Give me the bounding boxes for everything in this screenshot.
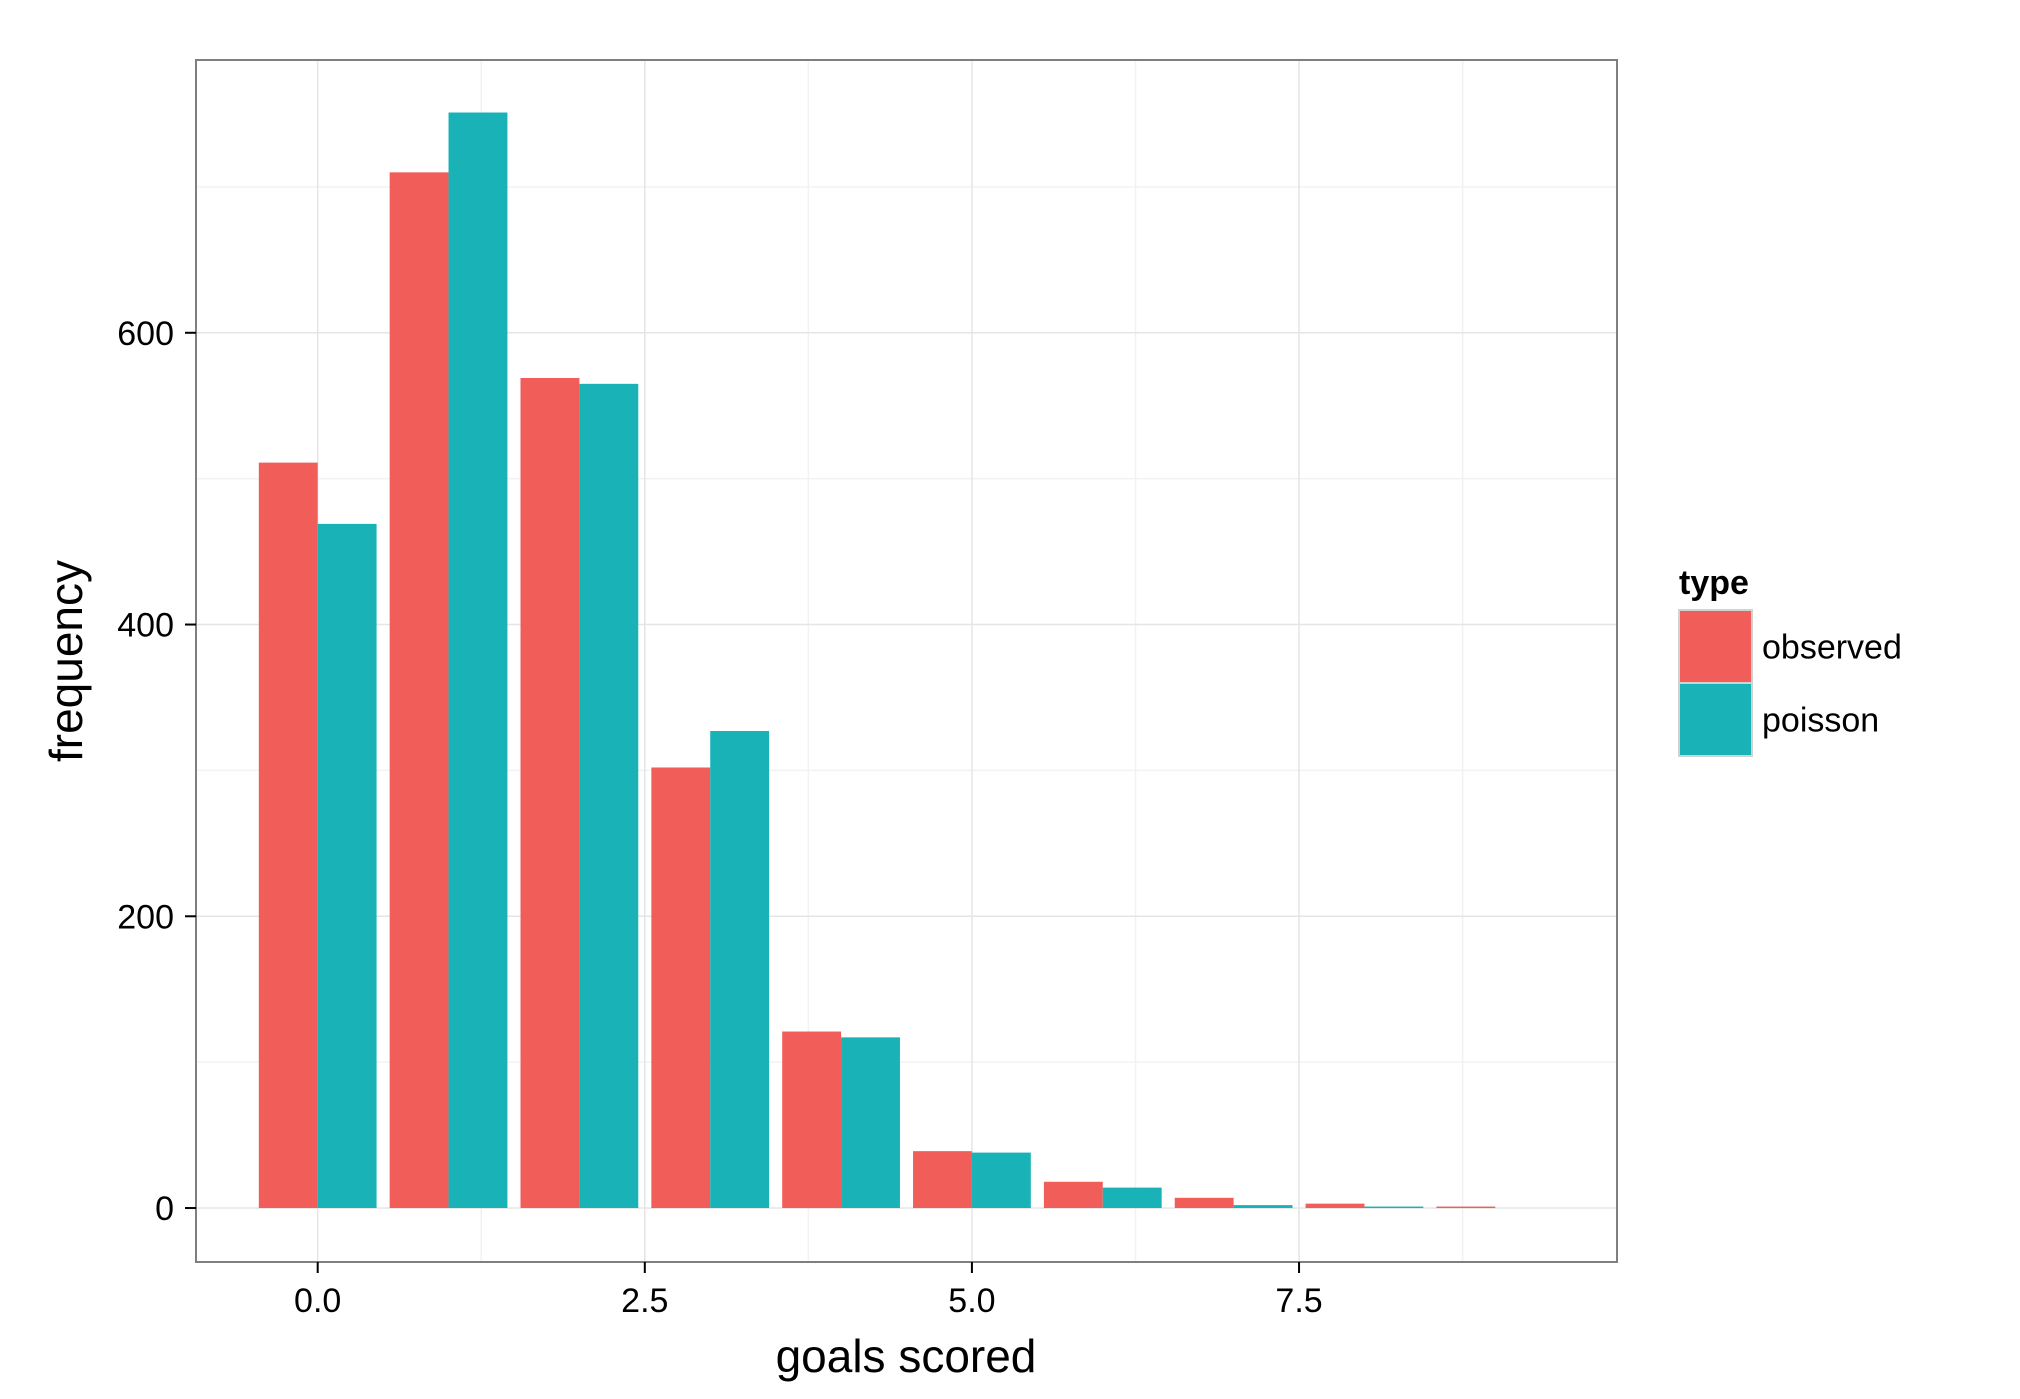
y-axis-title: frequency (40, 560, 92, 762)
bar-poisson-1 (448, 112, 508, 1209)
bars (258, 112, 1496, 1209)
legend-key-poisson (1678, 682, 1753, 757)
x-tick-label: 5.0 (948, 1282, 995, 1320)
bar-observed-4 (782, 1031, 842, 1209)
y-tick-label: 200 (117, 898, 174, 936)
bar-poisson-5 (971, 1152, 1031, 1209)
x-axis-title: goals scored (776, 1330, 1037, 1382)
bar-observed-6 (1043, 1181, 1103, 1209)
bar-poisson-4 (841, 1037, 900, 1209)
bar-observed-2 (520, 378, 580, 1209)
x-tick-label: 7.5 (1275, 1282, 1322, 1320)
bar-poisson-6 (1102, 1187, 1162, 1209)
legend-label-poisson: poisson (1762, 702, 1879, 740)
y-tick-label: 0 (155, 1190, 174, 1228)
plot-border (195, 59, 1618, 1263)
bar-poisson-2 (579, 383, 639, 1209)
bar-observed-8 (1305, 1203, 1365, 1209)
legend-title: type (1679, 564, 1749, 602)
bar-observed-0 (258, 462, 318, 1209)
x-axis: 0.0 2.5 5.0 7.5 (294, 1262, 1323, 1320)
bar-observed-9 (1436, 1206, 1496, 1209)
bar-poisson-3 (710, 731, 770, 1209)
bar-poisson-8 (1364, 1206, 1424, 1209)
legend-label-observed: observed (1762, 629, 1902, 667)
bar-poisson-0 (317, 523, 377, 1209)
bar-observed-3 (651, 767, 711, 1209)
bar-observed-1 (389, 172, 449, 1209)
y-axis: 0 200 400 600 (117, 315, 196, 1228)
bar-observed-7 (1174, 1197, 1234, 1209)
legend-key-observed (1678, 609, 1753, 684)
bar-poisson-7 (1233, 1205, 1293, 1209)
bar-observed-5 (913, 1151, 972, 1209)
legend-items: observed poisson (1678, 609, 1902, 757)
y-tick-label: 600 (117, 315, 174, 353)
x-tick-label: 0.0 (294, 1282, 341, 1320)
legend: type observed poisson (1678, 564, 1902, 757)
y-tick-label: 400 (117, 607, 174, 645)
x-tick-label: 2.5 (621, 1282, 668, 1320)
